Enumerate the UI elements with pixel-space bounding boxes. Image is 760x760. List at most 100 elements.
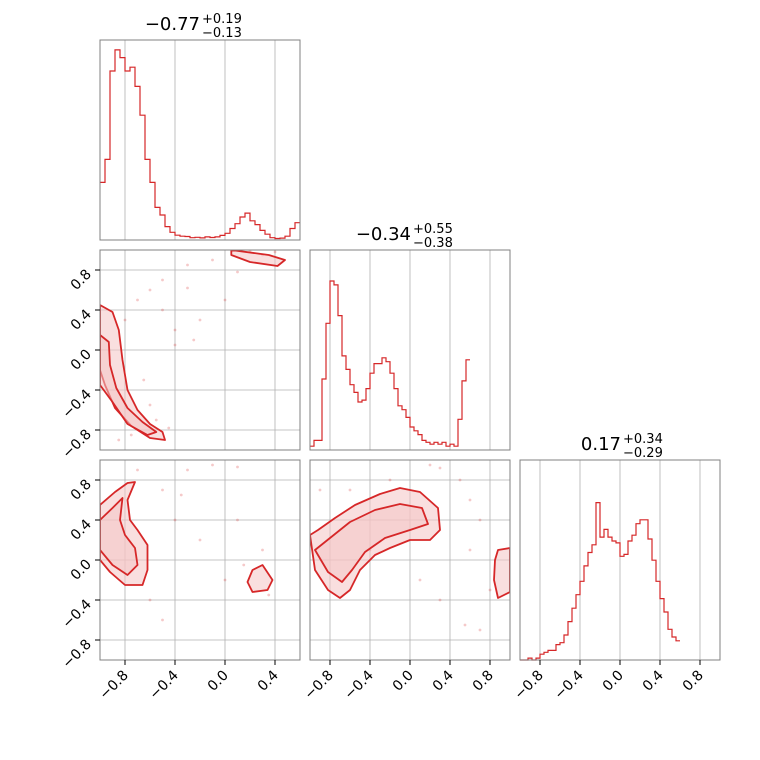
title-p1: −0.77 +0.19 −0.13 (145, 12, 242, 41)
x-tick-label: 0.0 (390, 668, 417, 695)
scatter-point (136, 298, 139, 302)
scatter-point (123, 318, 127, 322)
scatter-point (318, 488, 322, 492)
contour-1 (314, 503, 429, 583)
scatter-point (242, 563, 246, 567)
title-p1-value: −0.77 (145, 14, 200, 35)
panel-p1-p3: −0.8 −0.4 0.0 0.4 0.8 −0.8 −0.4 0.0 0.4 (59, 459, 301, 703)
x-tick-label: −0.8 (511, 668, 546, 703)
title-p2-value: −0.34 (356, 224, 411, 245)
y-tick-label: −0.4 (59, 596, 94, 631)
histogram-p1 (100, 49, 300, 240)
title-p2-plus: +0.55 (413, 222, 453, 237)
panel-content (310, 463, 510, 632)
x-tick-label: 0.4 (430, 667, 457, 694)
scatter-point (223, 578, 227, 582)
y-tick-label: −0.8 (59, 637, 94, 672)
scatter-point (458, 478, 462, 482)
scatter-point (142, 378, 146, 382)
scatter-point (173, 328, 177, 332)
scatter-point (192, 338, 196, 342)
scatter-point (261, 548, 264, 552)
scatter-point (438, 466, 442, 470)
title-p3: 0.17 +0.34 −0.29 (581, 432, 663, 461)
scatter-point (488, 588, 492, 592)
scatter-point (348, 488, 352, 492)
scatter-point (186, 263, 189, 267)
hist-panel-p1 (99, 39, 301, 241)
contour-2 (100, 334, 158, 436)
contour-2 (493, 547, 510, 599)
title-p3-value: 0.17 (581, 434, 621, 455)
panel-content (100, 250, 286, 442)
x-tick-label: 0.4 (640, 667, 667, 694)
scatter-point (148, 598, 152, 602)
y-tick-label: −0.4 (59, 386, 94, 421)
title-p1-plus: +0.19 (202, 12, 242, 27)
y-tick-label: −0.8 (59, 427, 94, 462)
y-tick-label: 0.8 (68, 267, 95, 294)
x-tick-label: 0.4 (255, 667, 282, 694)
scatter-point (463, 623, 467, 627)
scatter-point (223, 298, 227, 302)
scatter-point (186, 468, 189, 472)
x-tick-label: −0.8 (301, 668, 336, 703)
title-p3-plus: +0.34 (623, 432, 663, 447)
title-p1-minus: −0.13 (202, 26, 242, 41)
axes-frame (309, 249, 511, 451)
hist-panel-p3: −0.8 −0.4 0.0 0.4 0.8 (511, 459, 721, 703)
scatter-point (117, 438, 121, 442)
y-tick-label: 0.0 (68, 557, 95, 584)
panel-p2-p3: −0.8 −0.4 0.0 0.4 0.8 (301, 459, 511, 703)
hist-panel-p2 (309, 249, 511, 451)
scatter-point (478, 628, 482, 632)
x-tick-label: −0.4 (341, 667, 376, 702)
scatter-point (236, 518, 239, 522)
axes-frame (99, 39, 301, 241)
scatter-point (186, 286, 189, 290)
y-tick-label: 0.0 (68, 347, 95, 374)
scatter-point (148, 288, 152, 292)
panel-content (100, 463, 274, 622)
scatter-point (154, 418, 158, 422)
scatter-point (211, 463, 214, 467)
scatter-point (388, 478, 392, 482)
scatter-point (179, 493, 183, 497)
scatter-point (161, 308, 164, 312)
y-tick-label: 0.4 (68, 516, 95, 543)
x-tick-label: −0.4 (146, 667, 181, 702)
x-tick-label: −0.8 (96, 668, 131, 703)
title-p2: −0.34 +0.55 −0.38 (356, 222, 453, 251)
title-p2-minus: −0.38 (413, 236, 453, 251)
contour-0 (230, 250, 286, 267)
scatter-point (418, 578, 422, 582)
scatter-point (211, 258, 214, 262)
scatter-point (267, 593, 271, 597)
scatter-point (173, 343, 177, 347)
scatter-point (136, 468, 139, 472)
scatter-point (236, 270, 239, 274)
x-tick-label: 0.0 (600, 668, 627, 695)
histogram-p2 (310, 280, 470, 447)
scatter-point (173, 518, 177, 522)
scatter-point (129, 433, 133, 437)
scatter-point (428, 463, 432, 467)
histogram-p3 (520, 502, 680, 661)
scatter-point (478, 518, 482, 522)
scatter-point (167, 426, 171, 430)
panel-p1-p2: −0.8 −0.4 0.0 0.4 0.8 (59, 249, 301, 462)
scatter-point (438, 598, 442, 602)
x-tick-label: 0.8 (470, 668, 497, 695)
y-tick-label: 0.8 (68, 477, 95, 504)
scatter-point (148, 403, 152, 407)
scatter-point (198, 538, 202, 542)
contour-1 (100, 497, 139, 576)
scatter-point (273, 250, 277, 254)
y-tick-label: 0.4 (68, 306, 95, 333)
contour-2 (246, 564, 274, 593)
scatter-point (468, 498, 472, 502)
scatter-point (161, 278, 164, 282)
scatter-point (198, 318, 202, 322)
scatter-point (236, 465, 239, 469)
